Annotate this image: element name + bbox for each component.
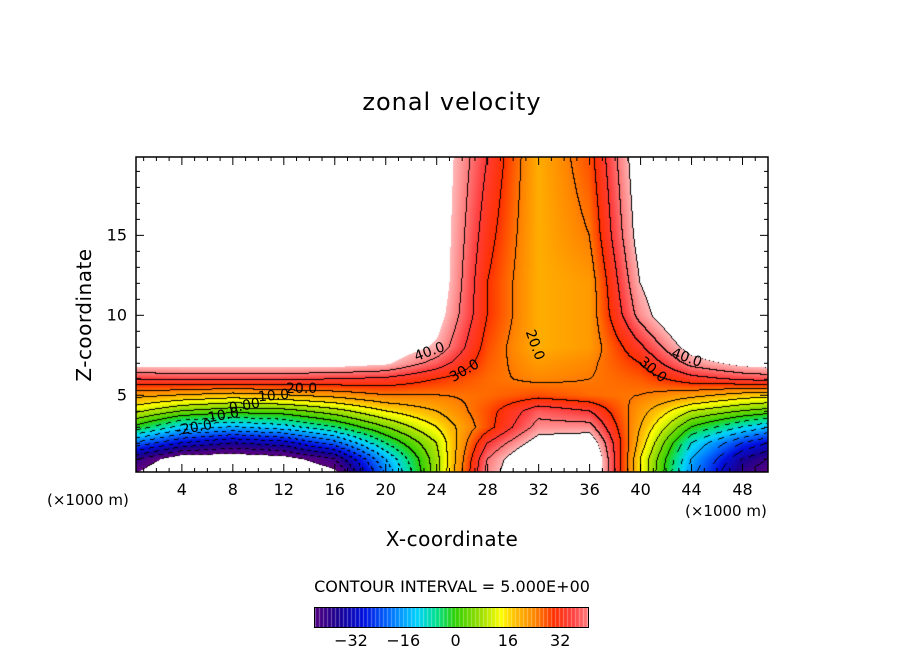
colorbar-tick-label: −16	[386, 631, 421, 650]
colorbar-tick-label: −32	[334, 631, 368, 650]
x-tick-label: 44	[681, 480, 702, 499]
x-unit-label-right: (×1000 m)	[685, 502, 767, 520]
y-axis-label: Z-coordinate	[72, 248, 96, 382]
x-tick-label: 12	[273, 480, 294, 499]
chart-title: zonal velocity	[362, 88, 542, 116]
colorbar-tick-label: 0	[450, 631, 461, 650]
x-tick-label: 40	[630, 480, 651, 499]
contour-label: 10.0	[257, 386, 290, 406]
plot-frame	[135, 156, 769, 473]
x-tick-label: 24	[426, 480, 447, 499]
x-tick-label: 8	[227, 480, 238, 499]
x-tick-label: 32	[528, 480, 549, 499]
x-tick-label: 28	[477, 480, 498, 499]
colorbar-tick-label: 32	[550, 631, 571, 650]
y-tick-label: 5	[116, 385, 127, 405]
y-tick-label: 15	[106, 225, 127, 245]
x-tick-label: 4	[176, 480, 187, 499]
colorbar-tick-label: 16	[497, 631, 519, 650]
y-tick-label: 10	[106, 305, 127, 325]
contour-label: 20.0	[286, 381, 318, 397]
x-tick-label: 16	[324, 480, 345, 499]
x-unit-label-left: (×1000 m)	[47, 491, 129, 509]
x-axis-label: X-coordinate	[385, 527, 519, 551]
colorbar	[315, 608, 588, 627]
x-tick-label: 36	[579, 480, 600, 499]
velocity-contour-field	[136, 157, 768, 472]
x-tick-label: 20	[375, 480, 396, 499]
x-tick-label: 48	[732, 480, 753, 499]
contour-interval-text: CONTOUR INTERVAL = 5.000E+00	[314, 577, 590, 596]
